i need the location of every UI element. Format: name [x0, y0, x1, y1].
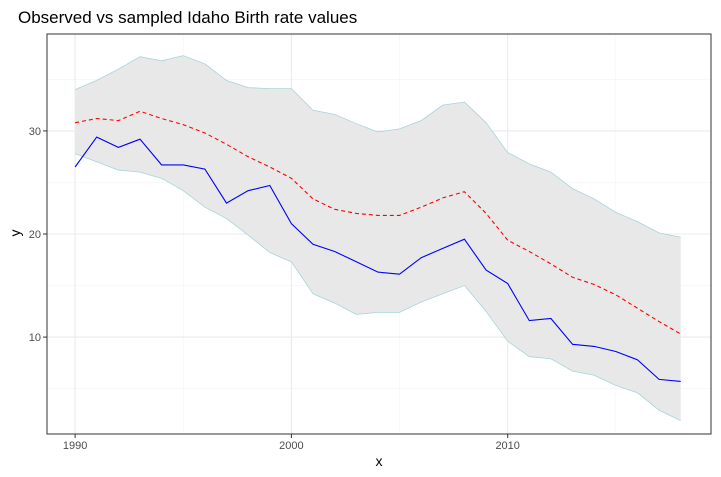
x-tick-label: 1990 — [63, 440, 87, 452]
y-tick-label: 10 — [29, 332, 41, 344]
band-upper-edge — [74, 55, 681, 238]
x-tick-label: 2010 — [495, 440, 519, 452]
sampled-mean-line — [74, 110, 681, 335]
y-axis-title: y — [7, 230, 23, 237]
x-tick-label: 2000 — [279, 440, 303, 452]
x-axis-title: x — [376, 453, 383, 469]
y-axis-ticks: 10 20 30 — [29, 126, 47, 344]
x-axis-ticks: 1990 2000 2010 — [63, 434, 520, 452]
chart-title: Observed vs sampled Idaho Birth rate val… — [18, 8, 357, 27]
lines-layer — [74, 110, 681, 382]
y-tick-label: 20 — [29, 229, 41, 241]
band-layer — [74, 55, 681, 421]
band-lower-edge — [74, 153, 681, 421]
y-tick-label: 30 — [29, 126, 41, 138]
confidence-band — [75, 55, 681, 421]
observed-line — [74, 136, 681, 382]
